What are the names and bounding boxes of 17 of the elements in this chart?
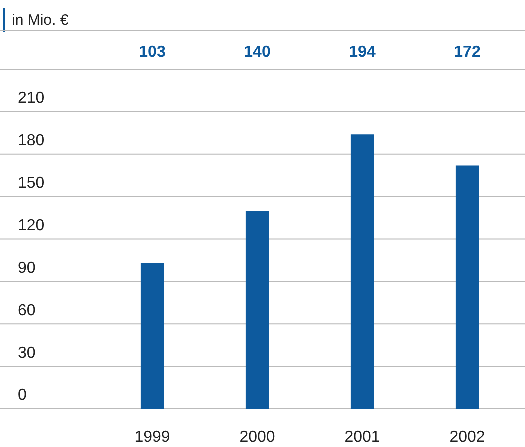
data-label: 140	[244, 44, 271, 61]
y-tick-label: 60	[18, 302, 36, 320]
x-tick-label: 2000	[240, 429, 276, 446]
y-axis-title: in Mio. €	[12, 12, 70, 29]
y-tick-label: 90	[18, 260, 36, 277]
x-tick-label: 1999	[134, 429, 170, 446]
data-label: 194	[349, 44, 376, 61]
x-tick-label: 2001	[344, 429, 380, 446]
y-tick-label: 120	[18, 217, 45, 234]
y-tick-label: 30	[18, 344, 36, 362]
data-label: 103	[139, 44, 166, 61]
y-tick-label: 210	[18, 90, 45, 108]
y-tick-label: 150	[18, 175, 45, 192]
y-tick-label: 180	[18, 132, 45, 150]
data-label: 172	[454, 44, 481, 61]
y-tick-label: 0	[18, 387, 27, 404]
x-tick-label: 2002	[450, 429, 486, 446]
